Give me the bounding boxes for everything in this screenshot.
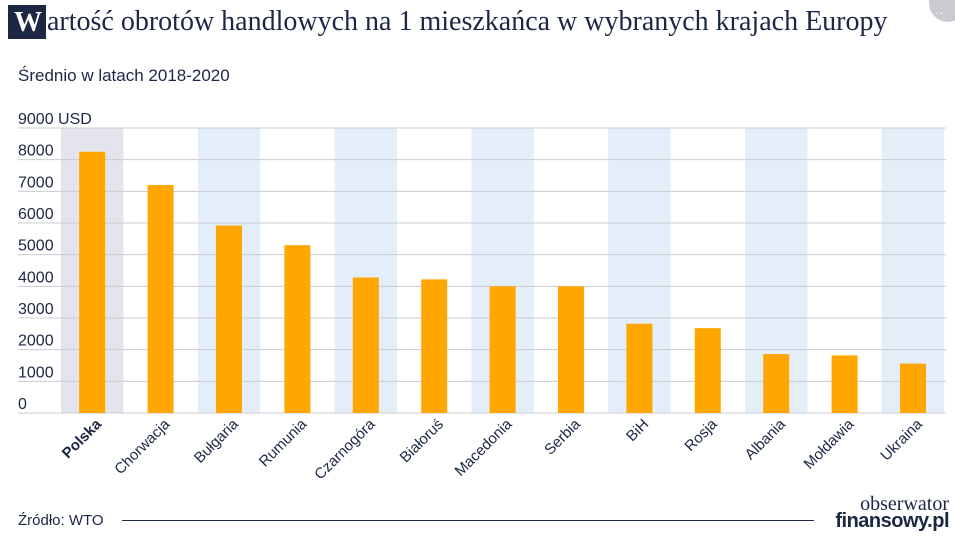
bar-bułgaria	[216, 225, 242, 413]
source-label: Źródło: WTO	[18, 512, 104, 529]
y-tick-label: 2000	[18, 333, 54, 350]
x-tick-label: Ukraina	[877, 415, 926, 464]
y-tick-label: 7000	[18, 174, 54, 191]
bar-mołdawia	[831, 355, 858, 413]
footer-divider	[122, 520, 814, 521]
bar-ukraina	[900, 363, 926, 413]
bar-chart: 0 1000 2000 3000 4000 5000 6000 7000 8000 9000 US…	[18, 111, 946, 483]
title-text: artość obrotów handlowych na 1 mieszkańc…	[47, 6, 888, 37]
x-tick-label: Albania	[742, 415, 790, 463]
x-tick-label: Chorwacja	[111, 415, 174, 478]
bar-polska	[79, 151, 106, 413]
y-tick-label: 8000	[18, 143, 54, 160]
y-tick-label: 4000	[18, 269, 54, 286]
x-tick-label: Macedonia	[452, 415, 516, 479]
chart-subtitle: Średnio w latach 2018-2020	[18, 66, 230, 85]
logo-bottom-text: finansowy.pl	[835, 510, 949, 532]
bar-bih	[626, 323, 653, 413]
y-tick-label: 0	[18, 396, 27, 413]
bar-rosja	[694, 328, 721, 413]
x-tick-label: Polska	[59, 415, 106, 462]
y-tick-label: 9000 USD	[18, 111, 92, 128]
logo-top-text: obserwator	[860, 493, 949, 515]
x-tick-label: Białoruś	[397, 416, 447, 466]
bar-rumunia	[284, 245, 311, 413]
publisher-logo: obserwator finansowy.pl	[835, 493, 949, 532]
bar-macedonia	[489, 286, 516, 413]
y-tick-label: 3000	[18, 301, 54, 318]
more-options-icon[interactable]: ··	[929, 0, 955, 22]
x-tick-label: BiH	[623, 416, 652, 445]
x-tick-label: Rosja	[681, 415, 721, 455]
title-initial: W	[8, 5, 46, 39]
y-tick-label: 1000	[18, 364, 54, 381]
y-tick-label: 5000	[18, 238, 54, 255]
bar-albania	[763, 354, 790, 413]
bar-białoruś	[421, 279, 448, 413]
y-tick-label: 6000	[18, 206, 54, 223]
bar-chorwacja	[147, 185, 174, 413]
bar-czarnogóra	[352, 277, 379, 413]
x-tick-label: Mołdawia	[801, 415, 858, 472]
x-tick-label: Bułgaria	[191, 415, 242, 466]
x-tick-label: Rumunia	[256, 415, 311, 470]
x-tick-label: Czarnogóra	[311, 415, 379, 483]
bar-serbia	[558, 286, 584, 413]
x-tick-label: Serbia	[541, 415, 584, 458]
